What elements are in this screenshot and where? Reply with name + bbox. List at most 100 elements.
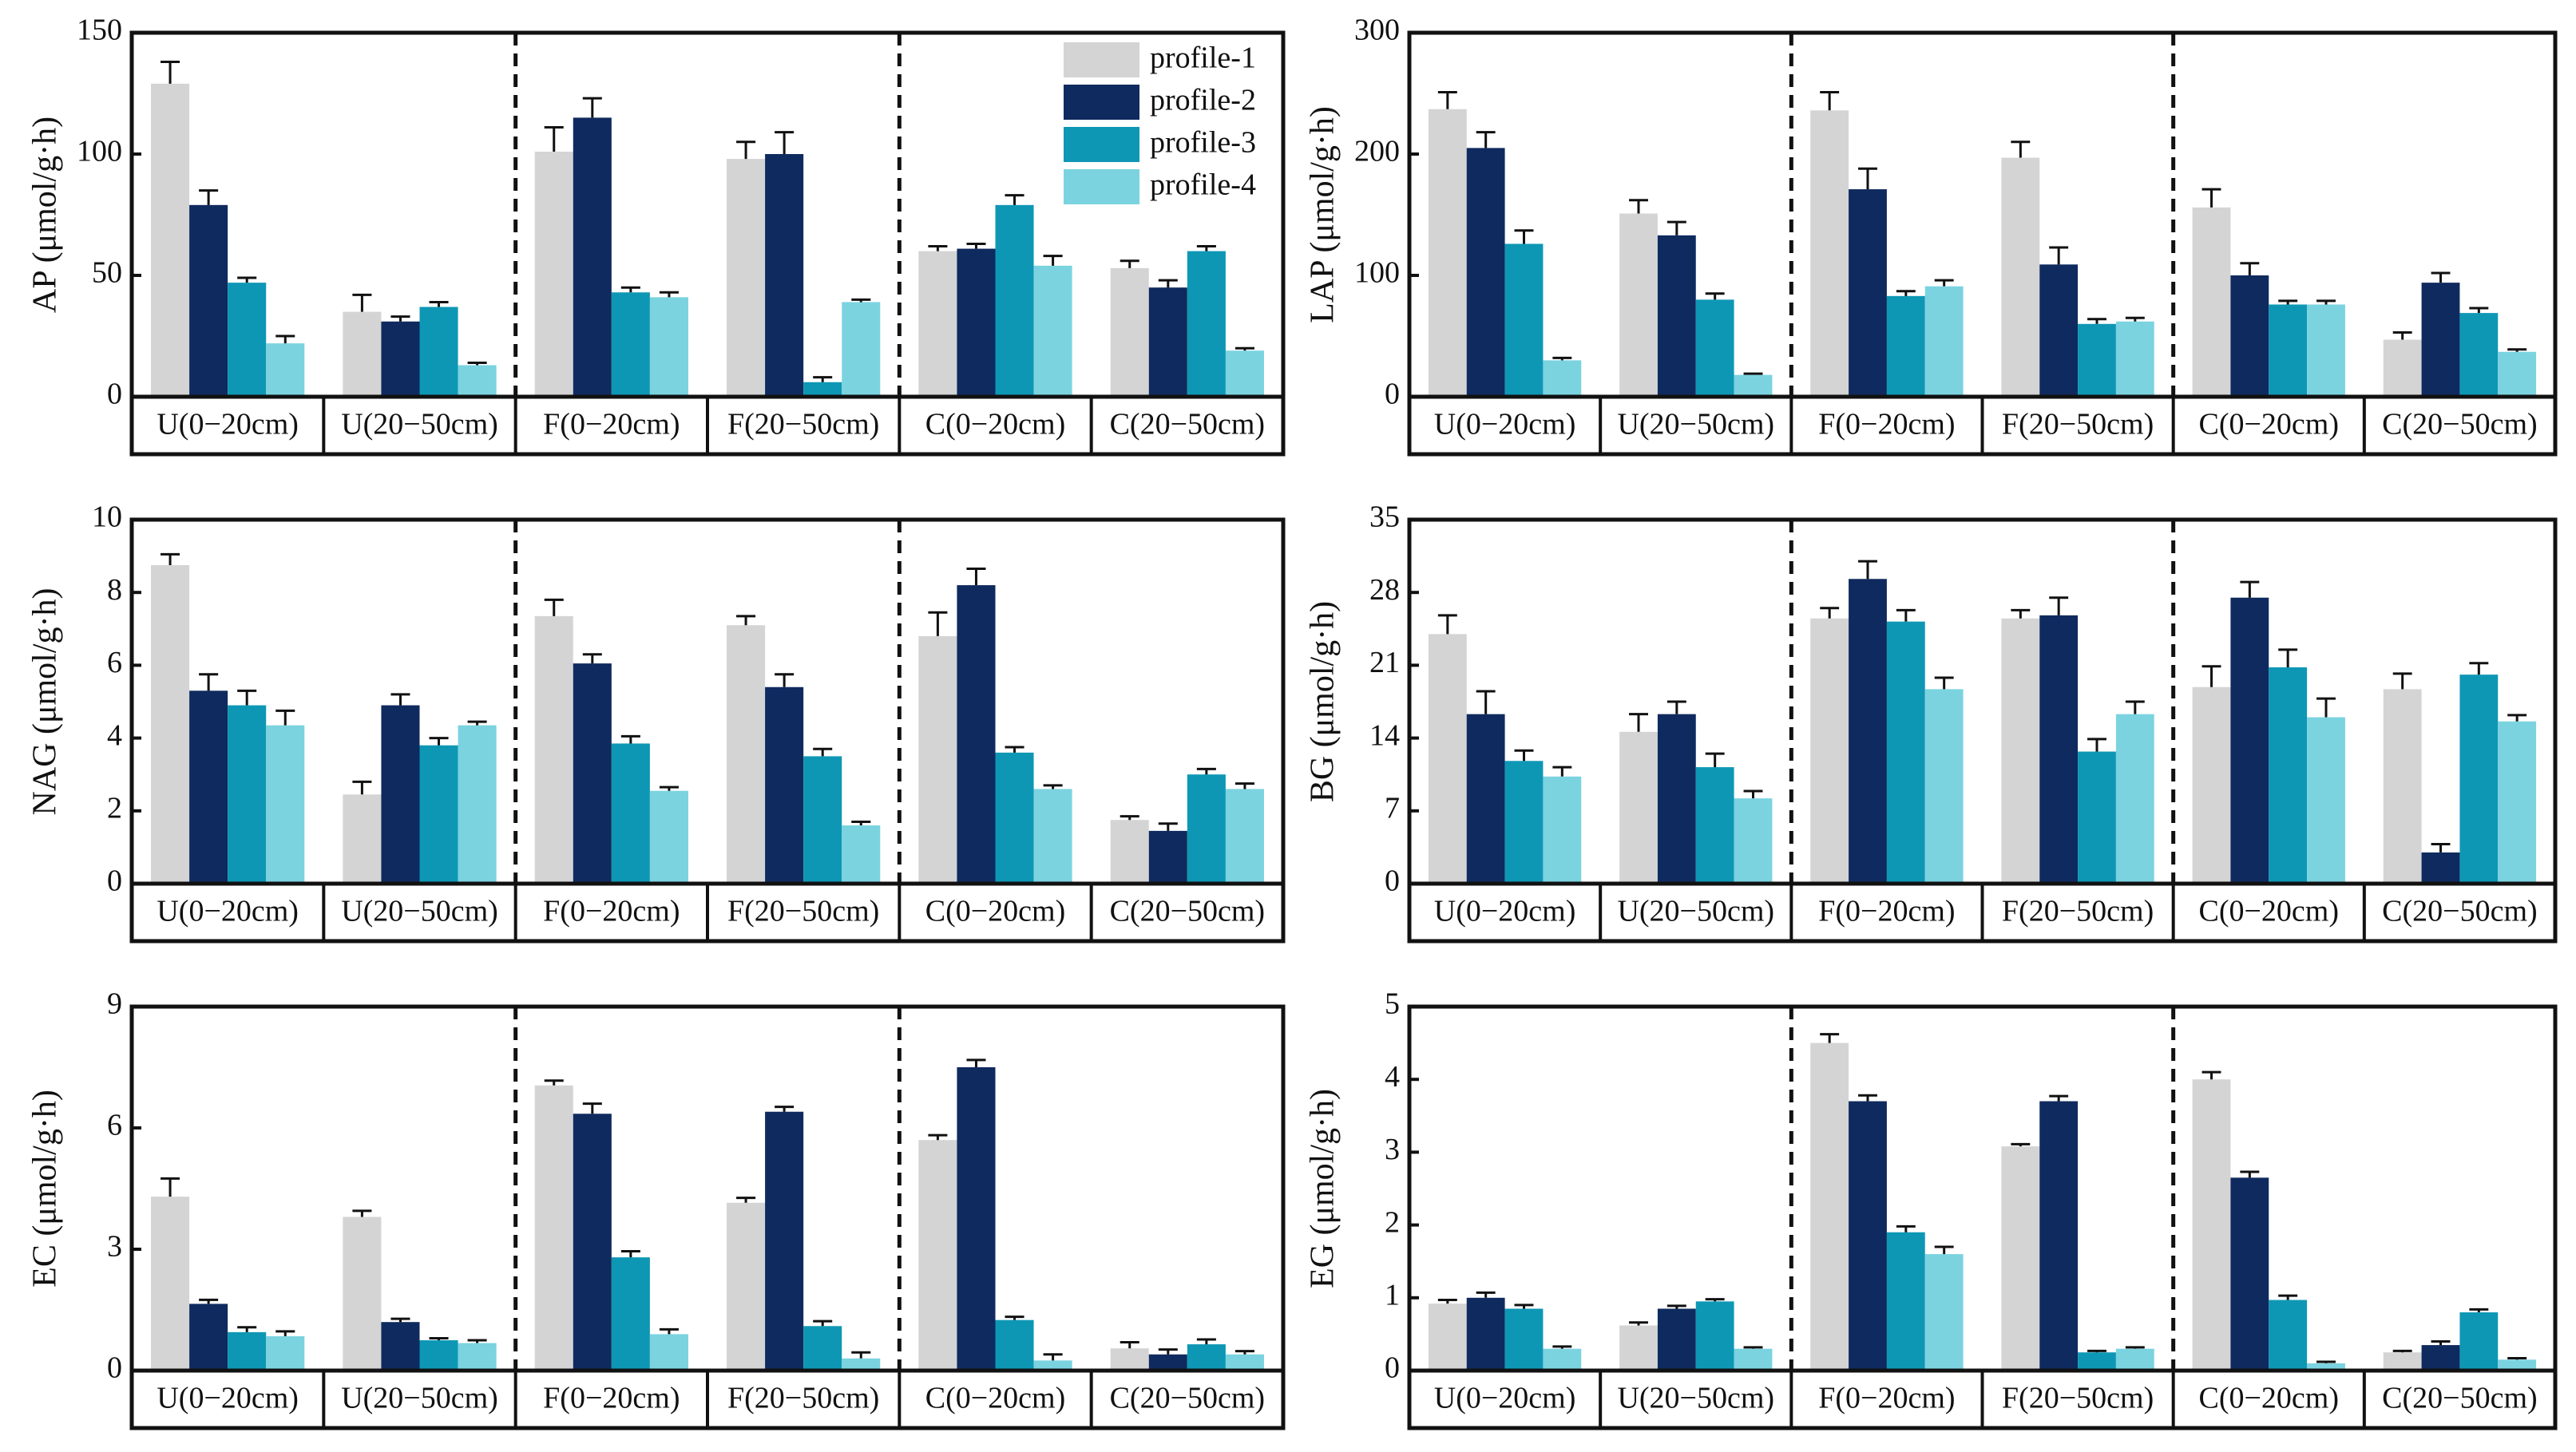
bar bbox=[957, 1067, 996, 1371]
error-bar bbox=[199, 1298, 219, 1304]
x-tick-label: U(0−20cm) bbox=[157, 895, 299, 928]
bar bbox=[2498, 1359, 2537, 1371]
error-bar bbox=[1437, 614, 1457, 635]
x-tick-label: U(0−20cm) bbox=[157, 408, 299, 441]
bar bbox=[1466, 714, 1505, 884]
bar bbox=[381, 705, 420, 884]
error-bar bbox=[1934, 279, 1954, 287]
bar bbox=[1225, 789, 1264, 884]
error-bar bbox=[1514, 1304, 1534, 1309]
y-axis-label: EC (μmol/g·h) bbox=[27, 1090, 64, 1288]
error-bar bbox=[659, 785, 679, 791]
bar bbox=[918, 635, 957, 884]
error-bar bbox=[1514, 229, 1534, 244]
error-bar bbox=[1120, 259, 1139, 268]
bar bbox=[189, 1304, 228, 1371]
bar bbox=[1849, 579, 1887, 884]
error-bar bbox=[966, 242, 986, 249]
bar bbox=[2383, 689, 2422, 884]
error-bar bbox=[813, 747, 833, 757]
bar bbox=[458, 365, 497, 397]
error-bar bbox=[2087, 318, 2106, 324]
error-bar bbox=[2469, 307, 2489, 314]
bar bbox=[2192, 1079, 2231, 1371]
y-axis-label: BG (μmol/g·h) bbox=[1305, 601, 1342, 802]
y-tick-label: 2 bbox=[107, 792, 122, 825]
y-axis-label: EG (μmol/g·h) bbox=[1305, 1089, 1342, 1288]
error-bar bbox=[1476, 1291, 1496, 1298]
error-bar bbox=[1858, 167, 1877, 190]
bar bbox=[151, 83, 190, 397]
bar bbox=[995, 1319, 1034, 1371]
error-bar bbox=[390, 693, 410, 706]
bar bbox=[151, 1197, 190, 1371]
error-bar bbox=[1005, 194, 1024, 205]
x-tick-label: U(20−50cm) bbox=[341, 1382, 498, 1415]
bar bbox=[1543, 1348, 1582, 1371]
error-bar bbox=[1158, 822, 1178, 831]
bar bbox=[2421, 852, 2460, 884]
bar bbox=[2115, 1348, 2154, 1371]
error-bar bbox=[928, 245, 948, 251]
error-bar bbox=[1234, 782, 1254, 789]
y-tick-label: 21 bbox=[1369, 646, 1400, 679]
x-tick-label: C(20−50cm) bbox=[2382, 1382, 2538, 1415]
error-bar bbox=[467, 720, 487, 726]
y-tick-label: 9 bbox=[107, 987, 122, 1021]
x-tick-label: F(0−20cm) bbox=[1818, 1382, 1955, 1415]
y-tick-label: 3 bbox=[1385, 1133, 1400, 1166]
error-bar bbox=[2469, 1308, 2489, 1313]
bar bbox=[419, 745, 458, 884]
error-bar bbox=[966, 568, 986, 586]
y-axis-label: NAG (μmol/g·h) bbox=[27, 588, 64, 816]
error-bar bbox=[2278, 1294, 2298, 1300]
error-bar bbox=[275, 709, 295, 726]
legend-swatch bbox=[1064, 42, 1139, 77]
bar bbox=[957, 248, 996, 397]
x-tick-label: F(0−20cm) bbox=[543, 408, 680, 441]
error-bar bbox=[1196, 245, 1216, 251]
bar bbox=[1110, 267, 1149, 397]
bar bbox=[266, 1335, 305, 1371]
bar bbox=[151, 565, 190, 884]
y-tick-label: 100 bbox=[77, 135, 122, 168]
error-bar bbox=[2049, 1094, 2069, 1102]
bar bbox=[2459, 675, 2499, 884]
bar bbox=[189, 204, 228, 397]
bar bbox=[2421, 283, 2460, 397]
error-bar bbox=[1858, 1094, 1877, 1102]
bar bbox=[1924, 286, 1964, 397]
bar bbox=[2192, 686, 2231, 884]
error-bar bbox=[1705, 752, 1725, 768]
bar bbox=[1428, 109, 1467, 397]
bar bbox=[2498, 721, 2537, 884]
x-tick-label: U(20−50cm) bbox=[341, 408, 498, 441]
error-bar bbox=[813, 376, 833, 382]
bar bbox=[1849, 1101, 1887, 1371]
y-tick-label: 50 bbox=[92, 256, 122, 290]
x-tick-label: U(0−20cm) bbox=[157, 1382, 299, 1415]
error-bar bbox=[2011, 1142, 2031, 1147]
y-tick-label: 2 bbox=[1385, 1205, 1400, 1239]
x-tick-label: F(0−20cm) bbox=[543, 895, 680, 928]
error-bar bbox=[199, 189, 219, 205]
bar bbox=[1187, 251, 1226, 397]
y-tick-label: 200 bbox=[1354, 135, 1400, 168]
bar bbox=[1924, 689, 1964, 884]
bar bbox=[649, 790, 688, 884]
bar bbox=[1886, 621, 1925, 884]
y-tick-label: 100 bbox=[1354, 256, 1400, 290]
error-bar bbox=[1743, 789, 1763, 799]
bar bbox=[1148, 287, 1187, 397]
error-bar bbox=[1820, 90, 1840, 111]
bar bbox=[918, 251, 957, 397]
bar bbox=[2307, 1363, 2345, 1371]
error-bar bbox=[659, 1327, 679, 1335]
error-bar bbox=[1043, 255, 1063, 266]
y-tick-label: 0 bbox=[107, 864, 122, 898]
legend-swatch bbox=[1064, 169, 1139, 204]
bar bbox=[2078, 323, 2116, 397]
error-bar bbox=[1666, 1304, 1686, 1309]
plot-frame bbox=[1407, 1004, 2558, 1373]
